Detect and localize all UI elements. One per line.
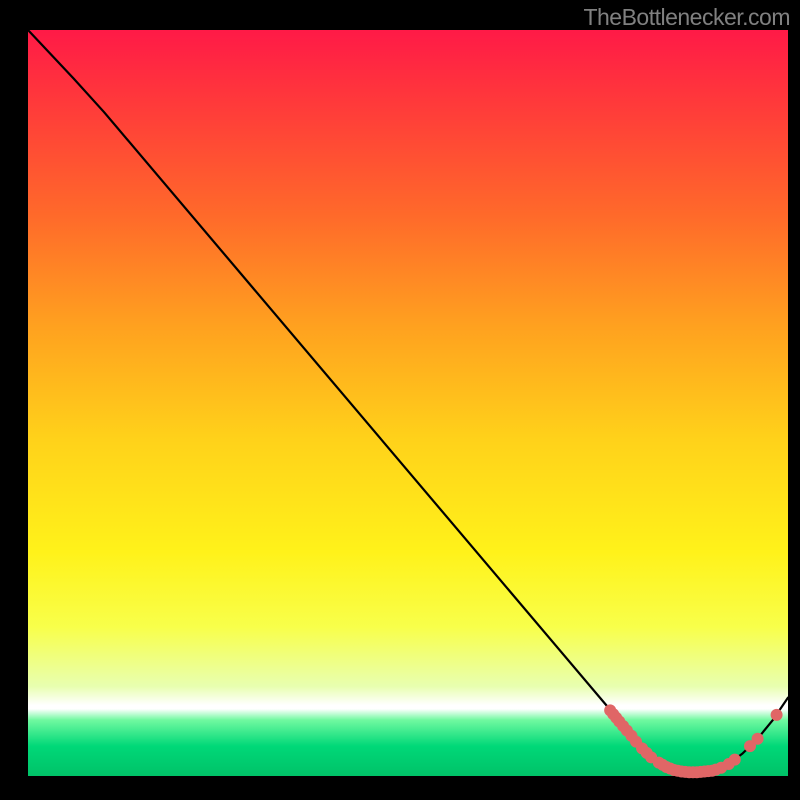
watermark-text: TheBottlenecker.com [583, 4, 790, 31]
chart-frame: TheBottlenecker.com [0, 0, 800, 800]
plot-background [28, 30, 788, 776]
data-marker [729, 754, 740, 765]
data-marker [771, 709, 782, 720]
data-marker [752, 733, 763, 744]
bottleneck-chart [0, 0, 800, 800]
